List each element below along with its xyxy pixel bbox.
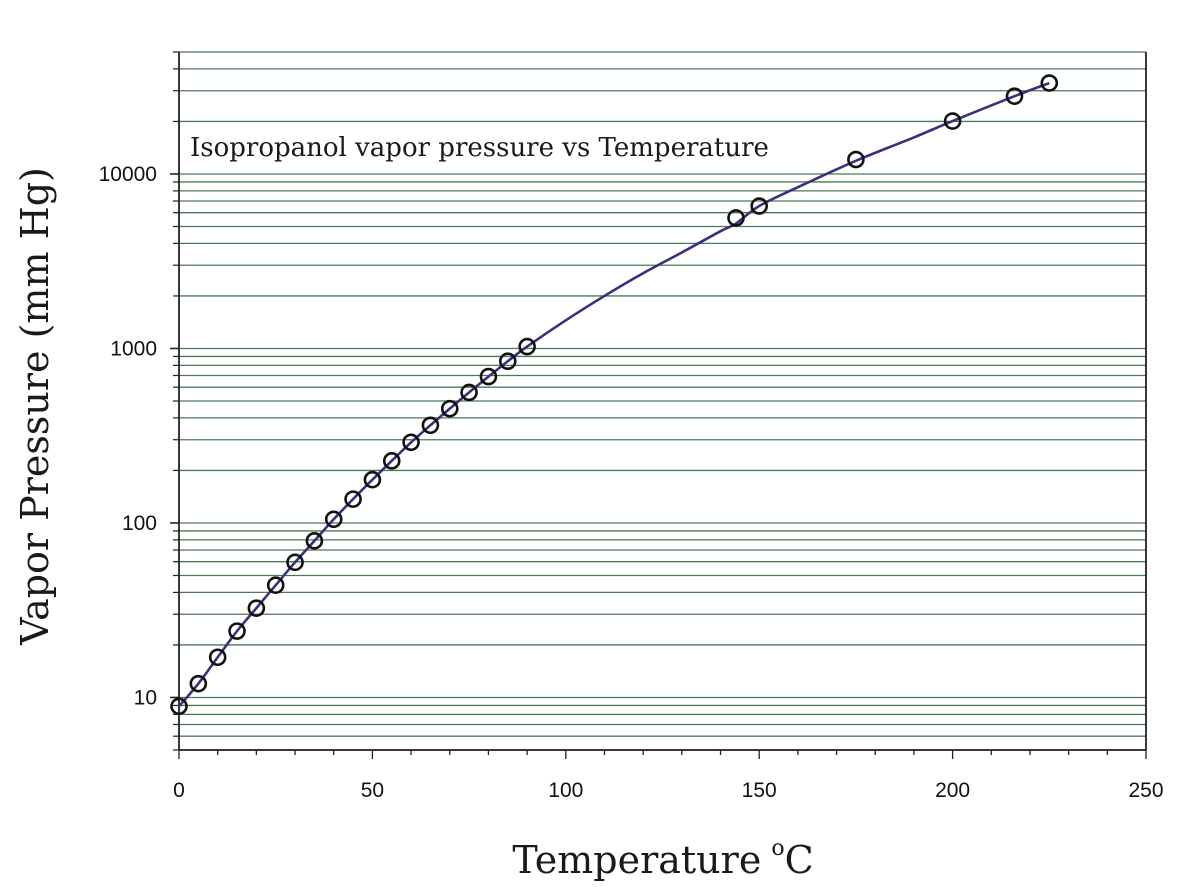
data-point (440, 399, 459, 418)
x-tick-label: 0 (173, 779, 185, 802)
x-axis-title-degree: o (771, 836, 784, 861)
data-point (189, 674, 208, 693)
ticks: 10 100 1000 10000 0 50 100 150 200 250 (99, 51, 1164, 802)
data-point (1005, 87, 1024, 106)
data-point (228, 622, 246, 640)
x-axis-title: Temperature oC (512, 836, 813, 882)
data-point (943, 112, 962, 130)
x-tick-label: 150 (742, 779, 777, 802)
data-point (518, 337, 536, 356)
data-point (247, 599, 266, 617)
x-axis-title-text: Temperature (512, 838, 761, 882)
x-tick-label: 50 (361, 779, 384, 802)
data-point (402, 433, 420, 452)
data-point (479, 367, 498, 386)
data-point (382, 452, 401, 470)
x-tick-label: 250 (1128, 779, 1163, 802)
data-point (286, 553, 304, 572)
data-point (498, 352, 517, 371)
y-tick-label: 100 (122, 512, 157, 535)
data-point (344, 490, 362, 508)
data-point (305, 532, 324, 550)
data-point (727, 209, 745, 227)
data-point (460, 383, 478, 402)
y-axis-title: Vapor Pressure (mm Hg) (13, 167, 57, 646)
y-tick-label: 10000 (99, 163, 157, 186)
data-point (1040, 74, 1059, 92)
series (170, 74, 1059, 716)
fit-curve (178, 81, 1050, 708)
data-point (208, 648, 227, 667)
data-point (750, 197, 769, 215)
data-point (324, 510, 343, 529)
y-tick-label: 10 (134, 686, 157, 709)
data-point (847, 150, 865, 169)
data-point (363, 470, 382, 489)
chart-title: Isopropanol vapor pressure vs Temperatur… (190, 133, 769, 163)
data-point (170, 697, 188, 716)
y-tick-label: 1000 (110, 337, 157, 360)
x-axis-title-unit: C (785, 838, 814, 882)
data-point (266, 576, 285, 594)
x-tick-label: 200 (935, 779, 970, 802)
x-tick-label: 100 (548, 779, 583, 802)
data-point (421, 416, 440, 435)
grid (179, 51, 1146, 751)
